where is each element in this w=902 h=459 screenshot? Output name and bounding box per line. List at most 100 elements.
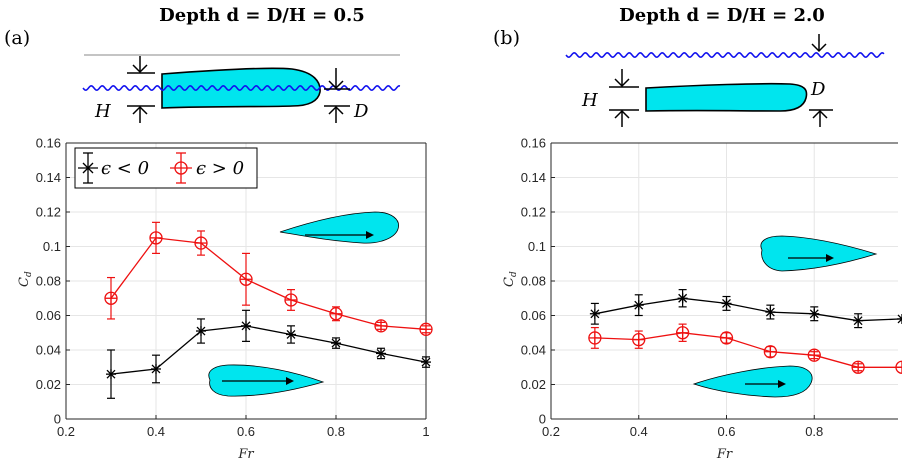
x-tick-label: 0.6 bbox=[237, 424, 255, 439]
data-point-star bbox=[421, 357, 431, 368]
panel-a-label: (a) bbox=[4, 27, 30, 49]
data-point-star bbox=[589, 308, 600, 319]
data-point-circle bbox=[149, 231, 163, 245]
data-point-star bbox=[677, 293, 688, 304]
surface-arrow bbox=[811, 34, 827, 53]
star-stroke bbox=[809, 309, 819, 319]
data-point-star bbox=[106, 369, 116, 380]
data-point-star bbox=[853, 315, 864, 326]
free-surface-wave bbox=[565, 51, 885, 59]
x-tick-label: 0.2 bbox=[57, 424, 75, 439]
legend-box bbox=[74, 147, 258, 189]
star-stroke bbox=[853, 316, 863, 326]
inset-foil-a-upper bbox=[279, 211, 399, 244]
data-point-star bbox=[151, 363, 161, 374]
y-tick-label: 0.1 bbox=[43, 239, 61, 254]
legend-marker-circle bbox=[170, 152, 192, 184]
x-axis-label: Fr bbox=[716, 447, 733, 459]
x-tick-label: 1 bbox=[422, 424, 429, 439]
star-stroke bbox=[678, 293, 688, 303]
y-tick-label: 0.14 bbox=[36, 170, 61, 185]
data-point-circle bbox=[763, 345, 778, 359]
panel-b-label: (b) bbox=[493, 27, 520, 49]
data-point-circle bbox=[851, 360, 865, 374]
y-axis-label-subscript: d bbox=[24, 271, 34, 277]
legend: ϵ < 0 ϵ > 0 bbox=[74, 147, 258, 189]
data-point-circle bbox=[807, 348, 821, 362]
y-axis-label: Cd bbox=[17, 271, 34, 287]
y-tick-label: 0.12 bbox=[36, 205, 61, 220]
y-tick-label: 0 bbox=[539, 412, 546, 427]
star-stroke bbox=[151, 364, 161, 374]
y-tick-label: 0.16 bbox=[521, 136, 546, 151]
inset-foil-b-lower bbox=[692, 365, 813, 398]
data-point-circle bbox=[329, 307, 343, 321]
d-arrows bbox=[809, 109, 833, 127]
data-point-star bbox=[376, 348, 386, 359]
inset-foil-b-upper bbox=[760, 235, 878, 272]
data-point-star bbox=[809, 308, 820, 319]
panel-a-header: (a) Depth d = D/H = 0.5 H bbox=[4, 5, 401, 123]
x-tick-label: 0.4 bbox=[630, 424, 648, 439]
y-tick-label: 0.08 bbox=[521, 274, 546, 289]
h-arrows bbox=[609, 69, 639, 127]
plot-b: 0 0.02 0.04 0.06 0.08 0.1 0.12 0.14 0.16 0.2 0.4 0.… bbox=[502, 136, 902, 459]
series-line bbox=[594, 297, 902, 322]
data-point-star bbox=[765, 307, 776, 318]
star-stroke bbox=[590, 309, 600, 319]
y-tick-label: 0.14 bbox=[521, 170, 546, 185]
y-axis-label: Cd bbox=[502, 271, 519, 287]
panel-b-title: Depth d = D/H = 2.0 bbox=[619, 5, 825, 26]
star-stroke bbox=[196, 326, 206, 336]
data-point-circle bbox=[104, 291, 118, 305]
star-stroke bbox=[331, 338, 341, 348]
star-stroke bbox=[722, 298, 731, 308]
data-point-star bbox=[196, 326, 206, 337]
x-tick-label: 0.8 bbox=[805, 424, 823, 439]
data-point-star bbox=[241, 320, 251, 331]
y-tick-label: 0.16 bbox=[36, 136, 61, 151]
hydrofoil-shape bbox=[161, 67, 321, 109]
data-point-circle bbox=[419, 322, 433, 336]
data-point-circle bbox=[632, 332, 646, 347]
x-tick-label: 0.2 bbox=[542, 424, 560, 439]
hydrofoil-shape bbox=[645, 82, 808, 112]
y-tick-label: 0.06 bbox=[36, 308, 61, 323]
data-point-circle bbox=[239, 272, 253, 286]
y-tick-label: 0.04 bbox=[36, 343, 61, 358]
star-stroke bbox=[241, 321, 251, 331]
data-point-circle bbox=[675, 326, 690, 340]
h-label: H bbox=[581, 90, 598, 111]
free-surface-wave bbox=[82, 84, 401, 92]
panel-a-schematic: H D bbox=[82, 54, 401, 123]
data-point-circle bbox=[588, 331, 602, 345]
star-stroke bbox=[286, 330, 296, 339]
star-stroke bbox=[421, 357, 431, 367]
y-tick-label: 0.04 bbox=[521, 343, 546, 358]
series-line bbox=[110, 325, 427, 375]
panel-b-header: (b) Depth d = D/H = 2.0 H bbox=[493, 5, 885, 127]
data-point-star bbox=[331, 338, 341, 349]
star-stroke bbox=[106, 369, 116, 379]
y-tick-label: 0.08 bbox=[36, 274, 61, 289]
y-axis-label-subscript: d bbox=[509, 271, 519, 277]
x-tick-label: 0.6 bbox=[717, 424, 735, 439]
h-label: H bbox=[94, 101, 111, 122]
x-tick-label: 0.8 bbox=[327, 424, 345, 439]
data-point-circle bbox=[719, 331, 734, 345]
star-stroke bbox=[897, 318, 902, 324]
y-tick-label: 0.02 bbox=[521, 377, 546, 392]
legend-marker-star bbox=[78, 152, 98, 184]
x-tick-label: 0.4 bbox=[147, 424, 165, 439]
data-point-star bbox=[897, 313, 902, 324]
y-tick-label: 0.1 bbox=[528, 239, 546, 254]
d-label: D bbox=[810, 79, 826, 100]
series-line bbox=[110, 237, 427, 330]
h-arrows bbox=[127, 56, 155, 123]
y-tick-label: 0 bbox=[54, 412, 61, 427]
data-point-circle bbox=[374, 319, 388, 333]
panel-a-title: Depth d = D/H = 0.5 bbox=[159, 5, 365, 26]
y-tick-label: 0.12 bbox=[521, 205, 546, 220]
data-point-star bbox=[633, 300, 644, 311]
